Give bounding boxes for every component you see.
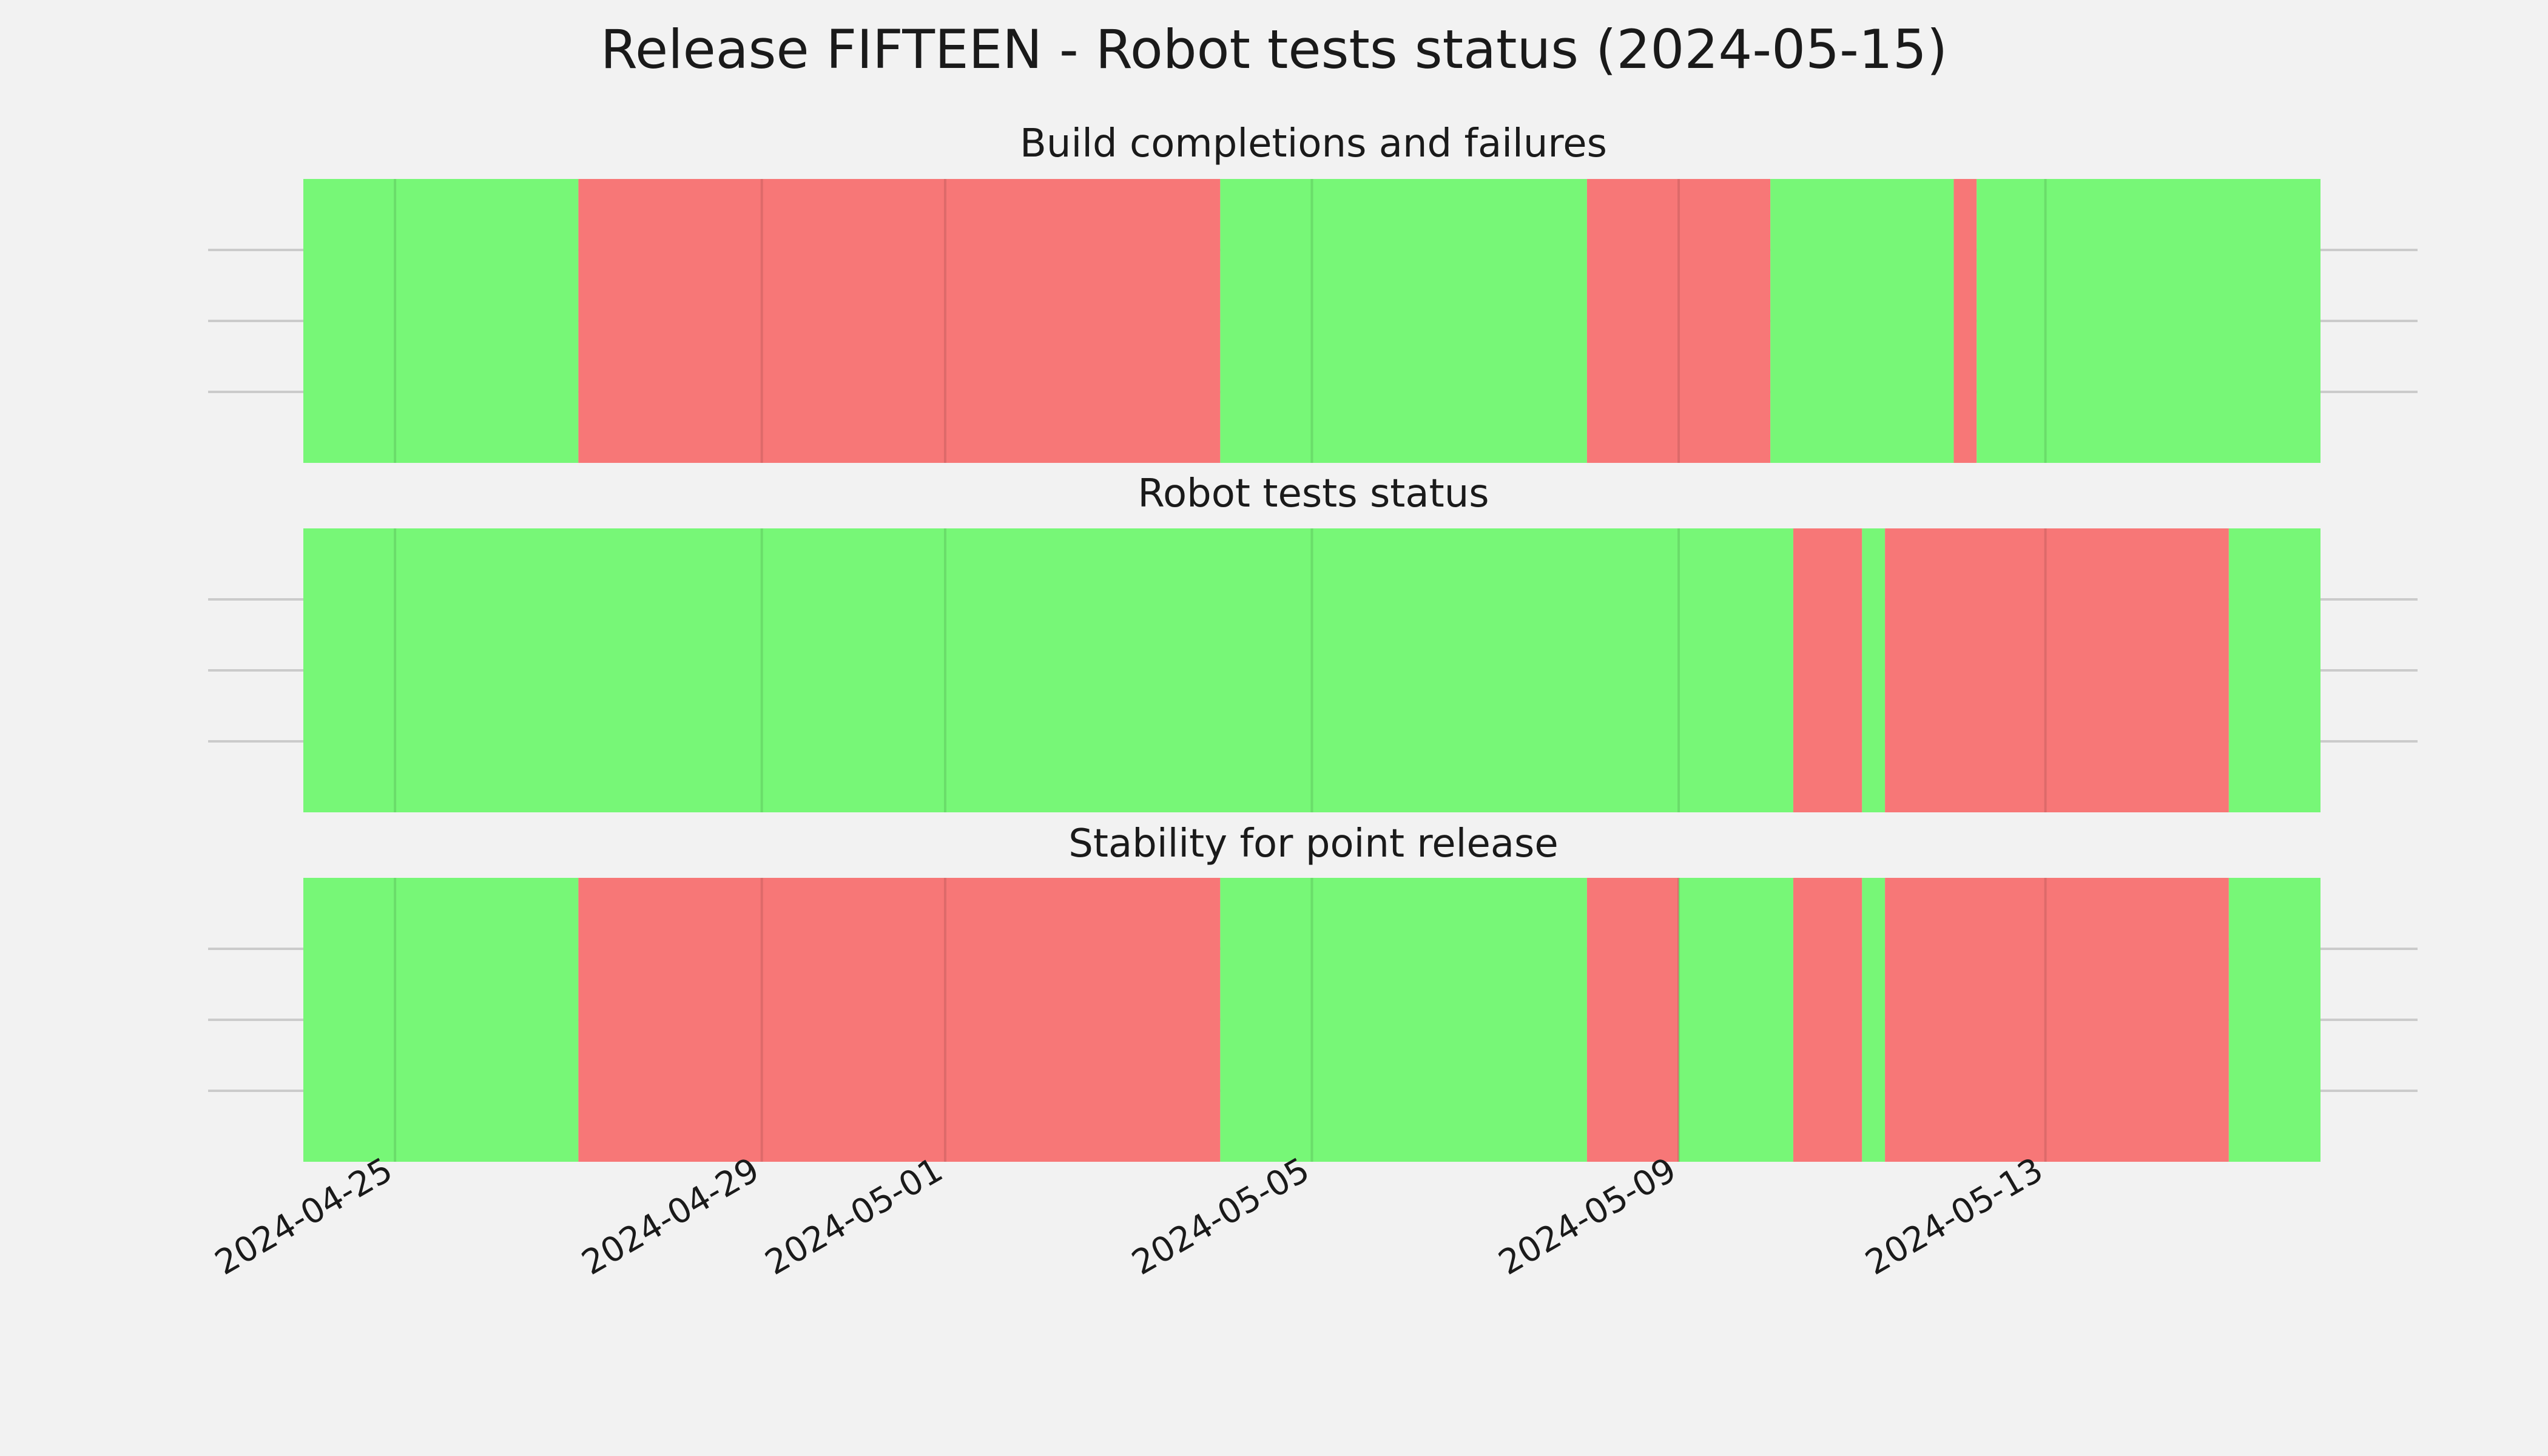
panel-stability-vgrid bbox=[394, 878, 2047, 1162]
segment-pass bbox=[1770, 179, 1954, 463]
segment-fail bbox=[1793, 878, 1862, 1162]
segment-fail bbox=[578, 878, 1221, 1162]
segment-fail bbox=[1953, 179, 1977, 463]
panel-build: Build completions and failures bbox=[208, 121, 2418, 463]
panel-build-vgrid bbox=[394, 179, 2047, 463]
segment-pass bbox=[1220, 179, 1587, 463]
segment-fail bbox=[1586, 878, 1679, 1162]
panel-robot-segments bbox=[303, 528, 2320, 812]
segment-pass bbox=[1977, 179, 2320, 463]
chart-title: Release FIFTEEN - Robot tests status (20… bbox=[601, 18, 1947, 81]
panel-stability: Stability for point release bbox=[208, 821, 2418, 1162]
segment-pass bbox=[303, 528, 1793, 812]
panel-stability-segments bbox=[303, 878, 2320, 1162]
panel-robot-vgrid bbox=[394, 528, 2047, 812]
segment-fail bbox=[1586, 179, 1771, 463]
segment-pass bbox=[1862, 528, 1886, 812]
segment-pass bbox=[2228, 878, 2320, 1162]
segment-pass bbox=[2228, 528, 2320, 812]
segment-pass bbox=[1220, 878, 1587, 1162]
segment-fail bbox=[578, 179, 1221, 463]
segment-fail bbox=[1793, 528, 1862, 812]
panel-stability-title: Stability for point release bbox=[1068, 821, 1559, 866]
panel-robot-title: Robot tests status bbox=[1138, 471, 1489, 516]
panel-build-segments bbox=[303, 179, 2320, 463]
panel-build-title: Build completions and failures bbox=[1020, 121, 1607, 166]
segment-pass bbox=[303, 179, 579, 463]
segment-pass bbox=[1679, 878, 1793, 1162]
segment-fail bbox=[1885, 528, 2229, 812]
panel-robot: Robot tests status bbox=[208, 471, 2418, 812]
segment-pass bbox=[1862, 878, 1886, 1162]
segment-fail bbox=[1885, 878, 2229, 1162]
segment-pass bbox=[303, 878, 579, 1162]
